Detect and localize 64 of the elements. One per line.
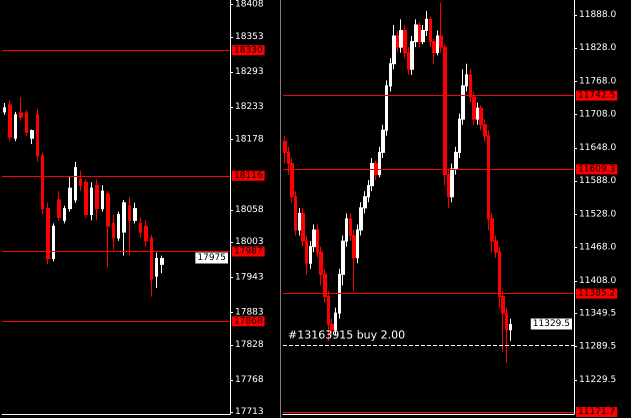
candlestick [298,207,301,236]
y-tick-label: 18178 [235,134,264,144]
y-tick-label: 17768 [235,374,264,385]
ref-line-label: 11742.5 [578,90,616,101]
ref-line-label: 11385.2 [578,288,616,299]
candlestick [84,178,88,218]
y-tick-label: 11588.0 [579,176,616,186]
candlestick [122,199,126,256]
candlestick [74,161,77,204]
y-tick-label: 11528.0 [579,209,616,220]
candlestick [8,100,12,142]
candlestick [396,30,399,54]
candlestick [19,96,23,122]
candlestick [160,255,164,274]
y-tick-label: 11289.5 [579,342,616,352]
y-tick-label: 11768.0 [579,76,616,86]
candlestick [101,184,104,212]
candlestick [95,178,99,221]
y-tick-label: 17713 [235,407,264,418]
candlestick [14,111,17,142]
y-tick-label: 11708.0 [579,110,616,120]
candlestick [57,190,61,221]
candlestick [418,22,421,48]
candlestick [133,202,137,224]
candlestick [3,102,6,116]
ref-line-label: 17868 [234,316,263,326]
candlestick [399,18,403,54]
candlestick [436,30,439,56]
candlestick [36,108,39,162]
candlestick [52,222,55,262]
candlestick [30,128,34,145]
y-tick-label: 18003 [235,237,264,248]
candlestick [117,211,120,242]
y-tick-label: 17883 [235,308,264,318]
y-tick-label: 18293 [235,66,264,77]
candlestick [144,220,148,248]
candlestick [139,216,142,238]
y-tick-label: 11888.0 [579,10,616,20]
y-tick-label: 11349.5 [579,308,616,318]
y-tick-label: 11828.0 [579,43,616,54]
ref-line-label: 18330 [234,45,263,56]
candlestick [509,318,512,342]
ref-line-label: 11171.7 [578,406,616,417]
y-tick-label: 11229.5 [579,374,616,385]
y-tick-label: 11408.0 [579,276,616,286]
candlestick [63,205,66,224]
candlestick [155,252,158,288]
ref-line-label: 18116 [234,170,263,181]
y-tick-label: 11648.0 [579,142,616,153]
candlestick [25,110,28,136]
y-tick-label: 11468.0 [579,242,616,253]
y-tick-label: 18408 [235,0,264,10]
ref-line-label: 17987 [234,246,263,256]
y-tick-label: 18353 [235,32,264,42]
y-tick-label: 18233 [235,102,264,112]
candlestick [90,182,93,221]
annotation: 11329.5 [532,318,570,329]
ref-line-label: 11609.3 [578,164,616,174]
candlestick [476,102,479,126]
y-tick-label: 17943 [235,272,264,282]
annotation: 17975 [197,253,226,264]
y-tick-label: 18058 [235,204,264,215]
candlestick [68,176,72,212]
y-tick-label: 17828 [235,340,264,350]
